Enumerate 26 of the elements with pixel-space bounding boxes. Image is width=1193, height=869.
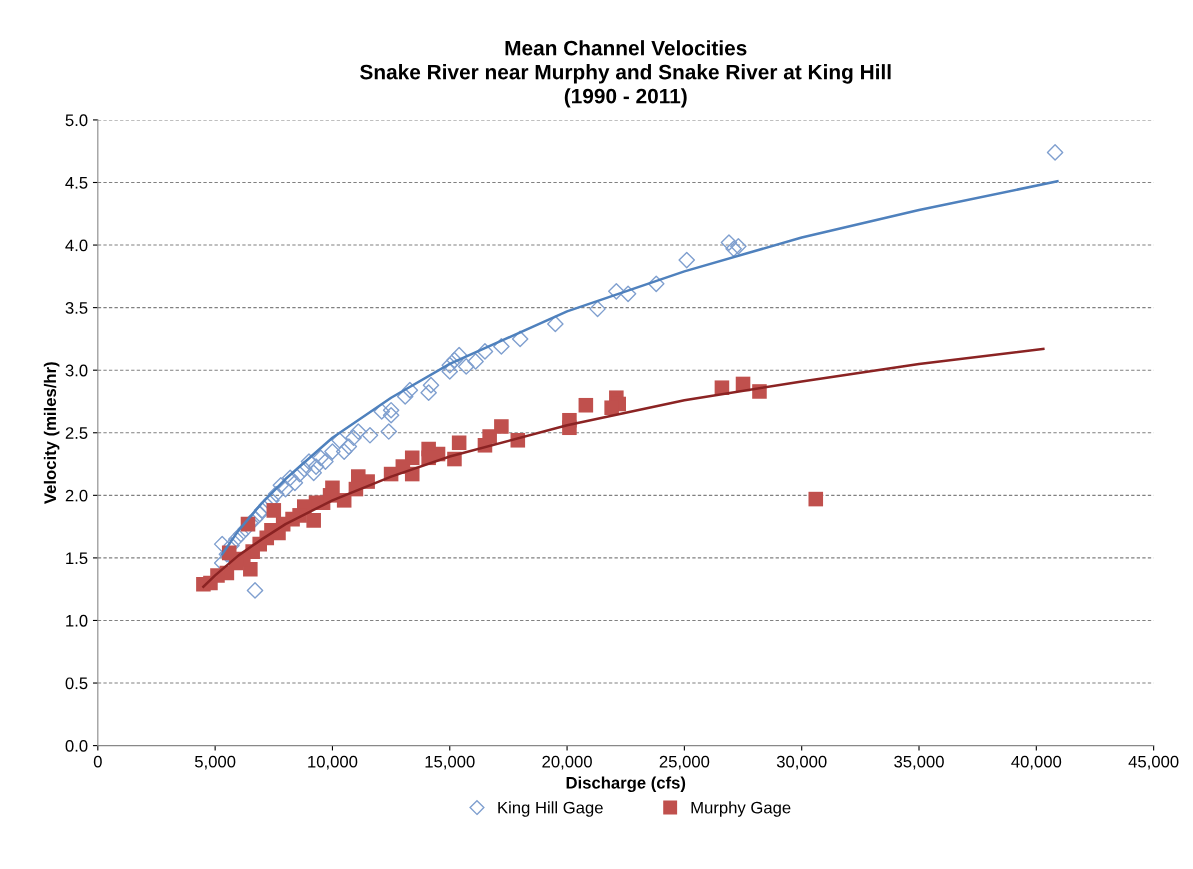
x-axis-title: Discharge (cfs) bbox=[566, 776, 686, 793]
x-tick-label: 5,000 bbox=[194, 755, 236, 770]
y-tick-label: 1.5 bbox=[66, 552, 88, 565]
y-tick-label: 4.0 bbox=[65, 239, 88, 252]
chart-title: Mean Channel Velocities Snake River near Murphy and Snake River at King Hill (1990 - 2011) bbox=[360, 40, 891, 108]
y-tick-label: 2.5 bbox=[65, 427, 88, 439]
x-tick-label: 40,000 bbox=[1011, 755, 1062, 770]
x-tick-label: 45,000 bbox=[1128, 755, 1179, 770]
y-tick-label: 0.5 bbox=[65, 677, 88, 690]
y-tick-label: 1.0 bbox=[66, 614, 88, 627]
y-tick-label: 4.5 bbox=[65, 177, 88, 189]
y-axis-title: Velocity (miles/hr) bbox=[43, 362, 60, 504]
y-tick-label: 5.0 bbox=[65, 114, 88, 127]
y-tick-label: 3.5 bbox=[65, 302, 88, 314]
x-tick-label: 35,000 bbox=[894, 755, 944, 770]
x-tick-label: 20,000 bbox=[542, 755, 592, 770]
x-tick-label: 10,000 bbox=[308, 755, 358, 770]
legend-label: King Hill Gage bbox=[498, 801, 603, 817]
x-tick-label: 25,000 bbox=[659, 755, 710, 770]
y-tick-label: 2.0 bbox=[65, 489, 88, 502]
x-tick-label: 0 bbox=[93, 755, 102, 768]
x-tick-label: 15,000 bbox=[425, 755, 475, 770]
x-tick-label: 30,000 bbox=[776, 755, 827, 770]
y-tick-label: 3.0 bbox=[65, 364, 88, 377]
y-tick-label: 0.0 bbox=[65, 740, 88, 752]
legend-label: Murphy Gage bbox=[691, 801, 791, 817]
